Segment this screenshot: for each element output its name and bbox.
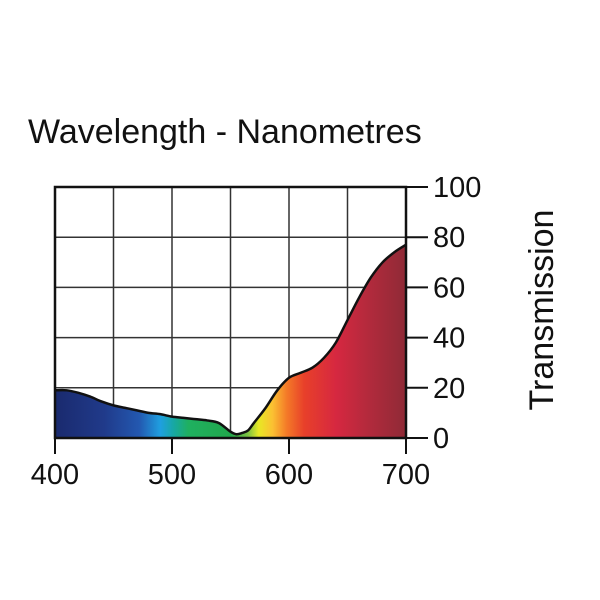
y-axis-label: Transmission [523, 210, 561, 411]
y-tick-label: 80 [433, 222, 465, 254]
x-tick-label: 700 [382, 459, 430, 491]
y-tick-label: 40 [433, 323, 465, 355]
chart-title: Wavelength - Nanometres [28, 113, 422, 151]
y-axis-ticks: 0 20 40 60 80 100 [406, 172, 481, 455]
x-axis-ticks: 400 500 600 700 [31, 438, 430, 491]
y-tick-label: 100 [433, 172, 481, 204]
grid [55, 187, 406, 438]
y-tick-label: 20 [433, 373, 465, 405]
y-tick-label: 0 [433, 423, 449, 455]
transmission-curve [54, 243, 407, 436]
x-tick-label: 600 [265, 459, 313, 491]
transmission-area [55, 244, 406, 438]
x-tick-label: 500 [148, 459, 196, 491]
plot-frame [53, 185, 408, 440]
x-tick-label: 400 [31, 459, 79, 491]
y-tick-label: 60 [433, 272, 465, 304]
